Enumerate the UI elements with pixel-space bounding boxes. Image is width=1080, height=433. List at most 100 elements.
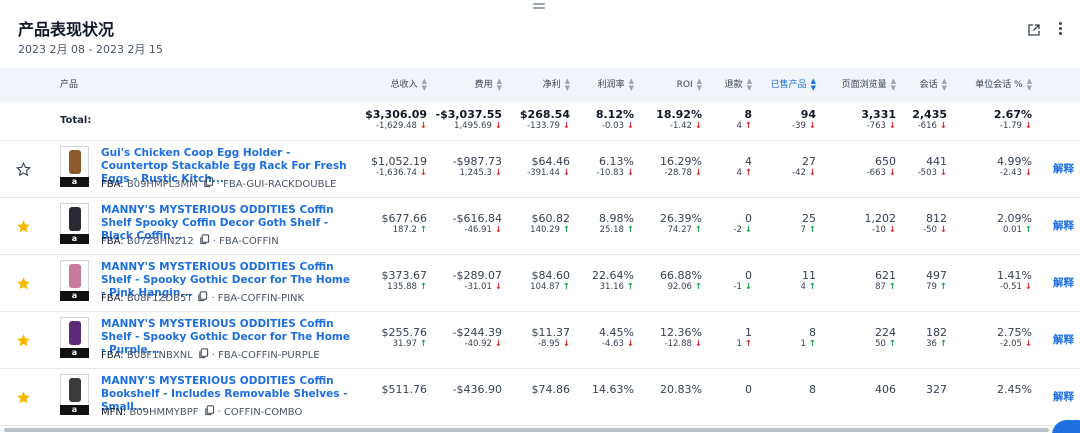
sort-icon[interactable]: ▲ ▼ [746, 76, 752, 92]
arrow-down-icon: ↓ [1021, 339, 1032, 349]
product-image [69, 207, 81, 231]
cell-sessions: 327 [926, 383, 947, 396]
arrow-up-icon: ↑ [416, 225, 427, 235]
revenue-delta: 31.97 ↑ [382, 339, 427, 350]
revenue-delta: 187.2 ↑ [382, 225, 427, 236]
drag-handle-icon[interactable] [533, 3, 545, 9]
col-roi[interactable]: ROI ▲ ▼ [676, 76, 702, 92]
copy-icon[interactable] [204, 405, 215, 416]
star-filled-icon[interactable] [16, 219, 31, 234]
pageviews-value: 224 [875, 326, 896, 339]
sessions-delta: 36 ↑ [926, 339, 947, 350]
col-net[interactable]: 净利 ▲ ▼ [542, 76, 570, 92]
product-title-link[interactable]: MANNY'S MYSTERIOUS ODDITIES Coffin Shelf… [101, 318, 350, 356]
product-title-link[interactable]: Gui's Chicken Coop Egg Holder - Countert… [101, 147, 347, 185]
cell-pageviews: 224 50 ↑ [875, 326, 896, 350]
col-revenue[interactable]: 总收入 ▲ ▼ [390, 76, 427, 92]
cell-sessions: 2,435 -616 ↓ [912, 108, 947, 132]
arrow-down-icon: ↓ [936, 168, 947, 178]
fulfillment-channel: FBA: [101, 293, 124, 304]
star-filled-icon[interactable] [16, 333, 31, 348]
copy-icon[interactable] [197, 291, 208, 302]
sort-icon[interactable]: ▲ ▼ [421, 76, 427, 92]
col-pageviews[interactable]: 页面浏览量 ▲ ▼ [841, 76, 896, 92]
fees-delta: -31.01 ↓ [453, 282, 503, 293]
sort-icon[interactable]: ▲ ▼ [696, 76, 702, 92]
sort-icon[interactable]: ▲ ▼ [628, 76, 634, 92]
col-fees[interactable]: 费用 ▲ ▼ [474, 76, 502, 92]
conversion-value: 2.09% [997, 212, 1032, 225]
star-outline-icon[interactable] [16, 162, 31, 177]
col-sessions[interactable]: 会话 ▲ ▼ [919, 76, 947, 92]
pageviews-value: 406 [875, 383, 896, 396]
cell-margin: 22.64% 31.16 ↑ [592, 269, 634, 293]
sort-desc-icon[interactable]: ▲ ▼ [810, 76, 816, 92]
star-filled-icon[interactable] [16, 390, 31, 405]
sessions-delta-value: 36 [926, 339, 937, 349]
product-title-link[interactable]: MANNY'S MYSTERIOUS ODDITIES Coffin Books… [101, 375, 348, 413]
product-image [69, 264, 81, 288]
cell-sessions: 182 36 ↑ [926, 326, 947, 350]
copy-icon[interactable] [198, 348, 209, 359]
conversion-value: 2.45% [997, 383, 1032, 396]
cell-revenue: $511.76 [382, 383, 428, 396]
col-margin[interactable]: 利润率 ▲ ▼ [597, 76, 634, 92]
arrow-up-icon: ↑ [416, 282, 427, 292]
more-options-icon[interactable] [1054, 20, 1066, 38]
arrow-up-icon: ↑ [559, 225, 570, 235]
revenue-delta-value: -1,629.48 [375, 121, 417, 131]
arrow-up-icon: ↑ [559, 282, 570, 292]
date-range: 2023 2月 08 - 2023 2月 15 [18, 43, 163, 56]
explain-button[interactable]: 解释 [1053, 220, 1074, 232]
fees-delta: 1,245.3 ↓ [453, 168, 502, 179]
cell-roi: 18.92% -1.42 ↓ [656, 108, 702, 132]
roi-value: 18.92% [656, 108, 702, 121]
margin-value: 4.45% [599, 326, 634, 339]
explain-button[interactable]: 解释 [1053, 334, 1074, 346]
net-value: $74.86 [531, 383, 571, 396]
product-meta: MFN: B09HMMYBPF · COFFIN-COMBO [101, 405, 302, 419]
open-external-icon[interactable] [1027, 22, 1041, 36]
pageviews-delta-value: -663 [866, 168, 886, 178]
refunds-delta-value: 4 [736, 168, 742, 178]
product-title-link[interactable]: MANNY'S MYSTERIOUS ODDITIES Coffin Shelf… [101, 261, 350, 299]
table-row: a MANNY'S MYSTERIOUS ODDITIES Coffin Book… [0, 369, 1080, 426]
sort-icon[interactable]: ▲ ▼ [1026, 76, 1032, 92]
arrow-down-icon: ↓ [691, 121, 702, 131]
col-product: 产品 [60, 80, 79, 90]
sku: · FBA-COFFIN [212, 236, 279, 247]
net-value: $11.37 [531, 326, 571, 339]
sort-icon[interactable]: ▲ ▼ [941, 76, 947, 92]
explain-button[interactable]: 解释 [1053, 391, 1074, 403]
refunds-value: 0 [745, 212, 752, 225]
arrow-down-icon: ↓ [623, 121, 634, 131]
revenue-value: $677.66 [381, 212, 428, 225]
revenue-delta-value: -1,636.74 [375, 168, 417, 178]
star-filled-icon[interactable] [16, 276, 31, 291]
sort-icon[interactable]: ▲ ▼ [564, 76, 570, 92]
horizontal-scrollbar[interactable] [4, 428, 1049, 432]
col-unit-session-pct[interactable]: 单位会话 % ▲ ▼ [975, 76, 1032, 92]
product-meta: FBA: B08F1NBXNL · FBA-COFFIN-PURPLE [101, 348, 320, 362]
col-refunds[interactable]: 退款 ▲ ▼ [724, 76, 752, 92]
col-units-sold[interactable]: 已售产品 ▲ ▼ [770, 76, 816, 92]
margin-delta: 31.16 ↑ [592, 282, 634, 293]
arrow-up-icon: ↑ [885, 282, 896, 292]
sort-icon[interactable]: ▲ ▼ [890, 76, 896, 92]
copy-icon[interactable] [199, 234, 210, 245]
cell-net: $60.82 140.29 ↑ [530, 212, 570, 236]
sort-icon[interactable]: ▲ ▼ [496, 76, 502, 92]
explain-button[interactable]: 解释 [1053, 277, 1074, 289]
asin: B09HMMYBPF [129, 407, 199, 418]
roi-delta: 92.06 ↑ [660, 282, 702, 293]
cell-sessions: 812 -50 ↓ [923, 212, 947, 236]
margin-value: 8.12% [595, 108, 634, 121]
copy-icon[interactable] [203, 177, 214, 188]
product-title-link[interactable]: MANNY'S MYSTERIOUS ODDITIES Coffin Shelf… [101, 204, 334, 242]
arrow-down-icon: ↓ [741, 282, 752, 292]
cell-roi: 20.83% [660, 383, 702, 396]
explain-button[interactable]: 解释 [1053, 163, 1074, 175]
help-chat-button[interactable] [1052, 420, 1080, 433]
